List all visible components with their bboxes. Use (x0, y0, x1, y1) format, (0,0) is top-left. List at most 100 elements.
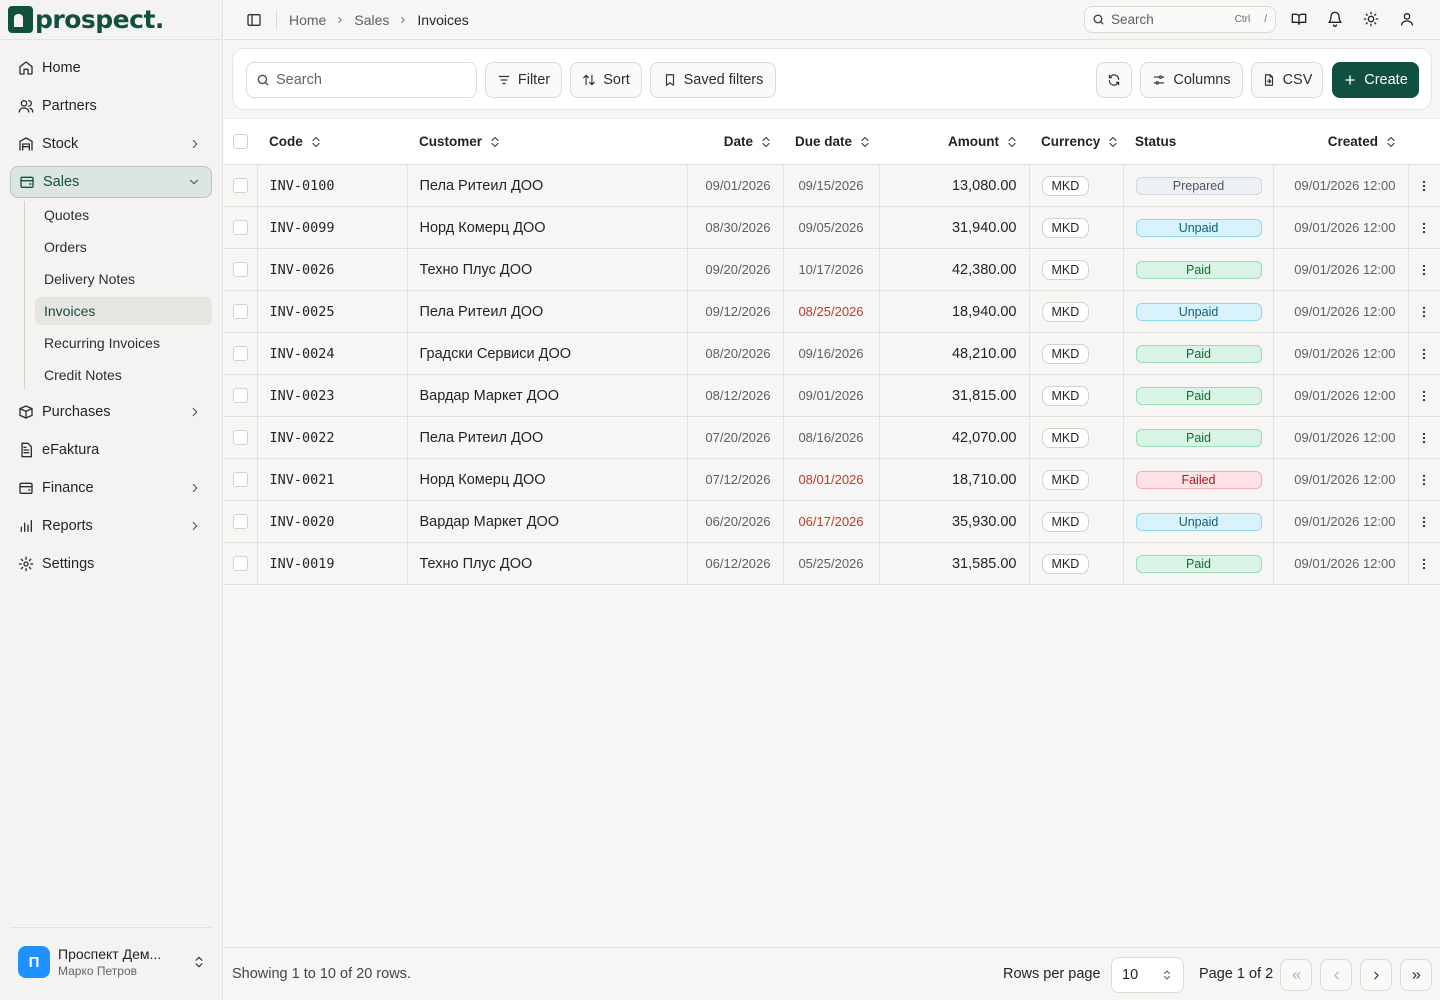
row-checkbox[interactable] (233, 262, 248, 278)
row-checkbox[interactable] (233, 220, 248, 236)
org-switcher[interactable]: П Проспект Дем... Марко Петров (18, 946, 206, 978)
previous-page-button[interactable] (1320, 959, 1352, 991)
sidebar-item-finance[interactable]: Finance (10, 469, 212, 507)
select-all-checkbox[interactable] (233, 134, 248, 150)
more-vertical-icon[interactable] (1417, 179, 1431, 193)
cell-code[interactable]: INV-0100 (257, 164, 408, 207)
row-checkbox[interactable] (233, 514, 248, 530)
csv-export-button[interactable]: CSV (1251, 62, 1323, 98)
cell-code[interactable]: INV-0020 (257, 500, 408, 543)
cell-code[interactable]: INV-0019 (257, 542, 408, 585)
row-checkbox[interactable] (233, 472, 248, 488)
table-row[interactable]: INV-0026 Техно Плус ДОО 09/20/2026 10/17/20… (224, 248, 1440, 291)
create-button[interactable]: Create (1332, 62, 1419, 98)
cell-code[interactable]: INV-0025 (257, 290, 408, 333)
column-header-code[interactable]: Code (257, 119, 407, 165)
column-header-amount[interactable]: Amount (879, 119, 1029, 165)
row-checkbox[interactable] (233, 304, 248, 320)
filter-button[interactable]: Filter (485, 62, 562, 98)
table-row[interactable]: INV-0099 Норд Комерц ДОО 08/30/2026 09/05/2… (224, 206, 1440, 249)
sidebar-toggle-icon[interactable] (246, 12, 262, 28)
subnav-item-invoices[interactable]: Invoices (35, 297, 212, 325)
more-vertical-icon[interactable] (1417, 305, 1431, 319)
next-page-button[interactable] (1360, 959, 1392, 991)
row-checkbox[interactable] (233, 556, 248, 572)
subnav-item-quotes[interactable]: Quotes (44, 207, 90, 223)
column-header-customer[interactable]: Customer (407, 119, 687, 165)
breadcrumb-sales[interactable]: Sales (354, 11, 390, 28)
cell-code[interactable]: INV-0099 (257, 206, 408, 249)
cell-code[interactable]: INV-0021 (257, 458, 408, 501)
row-select-cell (224, 374, 258, 417)
sidebar-item-partners[interactable]: Partners (10, 87, 212, 125)
bell-icon[interactable] (1327, 11, 1343, 27)
search-input[interactable] (276, 72, 466, 88)
more-vertical-icon[interactable] (1417, 347, 1431, 361)
column-header-created[interactable]: Created (1273, 119, 1408, 165)
subnav-item-orders[interactable]: Orders (44, 239, 87, 255)
sidebar-item-settings[interactable]: Settings (10, 545, 212, 583)
table-row[interactable]: INV-0021 Норд Комерц ДОО 07/12/2026 08/01/2… (224, 458, 1440, 501)
cell-code[interactable]: INV-0022 (257, 416, 408, 459)
more-vertical-icon[interactable] (1417, 263, 1431, 277)
table-row[interactable]: INV-0025 Пела Ритеил ДОО 09/12/2026 08/25/2… (224, 290, 1440, 333)
sidebar-item-efaktura[interactable]: eFaktura (10, 431, 212, 469)
column-title: Created (1327, 134, 1378, 149)
subnav-item-credit-notes[interactable]: Credit Notes (44, 367, 122, 383)
breadcrumb-home[interactable]: Home (289, 11, 327, 28)
table-row[interactable]: INV-0100 Пела Ритеил ДОО 09/01/2026 09/15/2… (224, 164, 1440, 207)
cell-amount: 42,070.00 (879, 416, 1030, 459)
global-search[interactable]: Search Ctrl / (1084, 6, 1276, 33)
row-checkbox[interactable] (233, 178, 248, 194)
columns-button[interactable]: Columns (1140, 62, 1243, 98)
currency-badge: MKD (1041, 553, 1090, 574)
sidebar-item-reports[interactable]: Reports (10, 507, 212, 545)
cell-status: Prepared (1123, 164, 1274, 207)
cell-code[interactable]: INV-0024 (257, 332, 408, 375)
status-badge: Unpaid (1135, 302, 1262, 321)
table-row[interactable]: INV-0019 Техно Плус ДОО 06/12/2026 05/25/20… (224, 542, 1440, 585)
sidebar-item-stock[interactable]: Stock (10, 125, 212, 163)
column-header-due-date[interactable]: Due date (783, 119, 879, 165)
chevrons-up-down-icon (1164, 970, 1170, 980)
table-row[interactable]: INV-0023 Вардар Маркет ДОО 08/12/2026 09/01… (224, 374, 1440, 417)
table-row[interactable]: INV-0022 Пела Ритеил ДОО 07/20/2026 08/16/2… (224, 416, 1440, 459)
first-page-button[interactable] (1280, 959, 1312, 991)
cell-customer: Вардар Маркет ДОО (407, 374, 688, 417)
cell-created: 09/01/2026 12:00 (1273, 500, 1409, 543)
more-vertical-icon[interactable] (1417, 515, 1431, 529)
sidebar-item-purchases[interactable]: Purchases (10, 393, 212, 431)
saved-filters-button[interactable]: Saved filters (650, 62, 776, 98)
rows-per-page-select[interactable]: 10 (1111, 957, 1184, 993)
column-header-date[interactable]: Date (687, 119, 783, 165)
more-vertical-icon[interactable] (1417, 473, 1431, 487)
column-header-currency[interactable]: Currency (1029, 119, 1123, 165)
more-vertical-icon[interactable] (1417, 221, 1431, 235)
cell-code[interactable]: INV-0023 (257, 374, 408, 417)
last-page-button[interactable] (1400, 959, 1432, 991)
subnav-item-recurring-invoices[interactable]: Recurring Invoices (44, 335, 160, 351)
cell-code[interactable]: INV-0026 (257, 248, 408, 291)
brand-logo[interactable]: prospect. (8, 4, 164, 34)
sort-button[interactable]: Sort (570, 62, 642, 98)
subnav-item-delivery-notes[interactable]: Delivery Notes (44, 271, 136, 287)
table-row[interactable]: INV-0024 Градски Сервиси ДОО 08/20/2026 09/… (224, 332, 1440, 375)
more-vertical-icon[interactable] (1417, 389, 1431, 403)
cell-currency: MKD (1029, 500, 1124, 543)
row-checkbox[interactable] (233, 388, 248, 404)
more-vertical-icon[interactable] (1417, 431, 1431, 445)
book-open-icon[interactable] (1291, 11, 1307, 27)
rows-summary: Showing 1 to 10 of 20 rows. (232, 966, 411, 982)
more-vertical-icon[interactable] (1417, 557, 1431, 571)
user-icon[interactable] (1399, 11, 1415, 27)
cell-date: 09/01/2026 (687, 164, 784, 207)
sun-icon[interactable] (1363, 11, 1379, 27)
sidebar-item-home[interactable]: Home (10, 49, 212, 87)
cell-amount: 18,710.00 (879, 458, 1030, 501)
row-checkbox[interactable] (233, 430, 248, 446)
table-row[interactable]: INV-0020 Вардар Маркет ДОО 06/20/2026 06/17… (224, 500, 1440, 543)
row-checkbox[interactable] (233, 346, 248, 362)
sidebar-item-sales[interactable]: Sales (10, 166, 212, 198)
cell-date: 08/30/2026 (687, 206, 784, 249)
refresh-button[interactable] (1096, 62, 1132, 98)
